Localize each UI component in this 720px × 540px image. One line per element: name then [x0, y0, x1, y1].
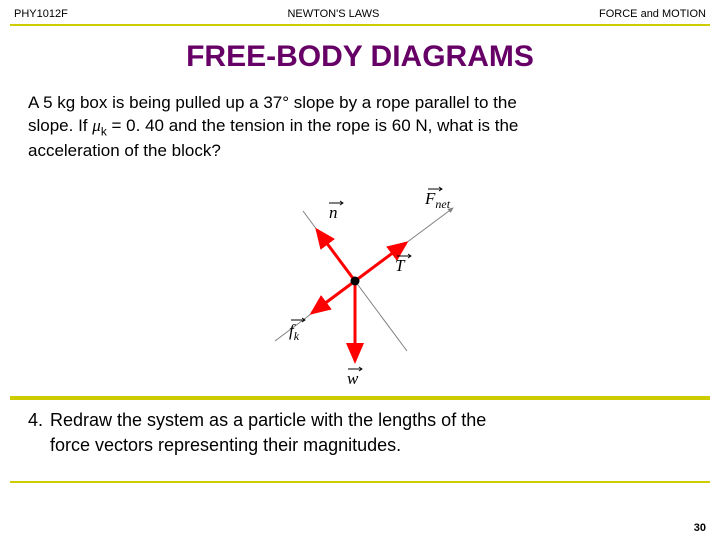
free-body-diagram: n Fnet T fk w	[0, 176, 720, 386]
particle-dot	[351, 277, 360, 286]
problem-statement: A 5 kg box is being pulled up a 37° slop…	[0, 92, 720, 162]
problem-line1: A 5 kg box is being pulled up a 37° slop…	[28, 93, 517, 112]
label-Fnet: Fnet	[424, 189, 451, 211]
page-number: 30	[694, 522, 706, 534]
label-T: T	[395, 256, 406, 275]
separator-rule	[10, 396, 710, 400]
instruction-line1: Redraw the system as a particle with the…	[50, 410, 486, 430]
footer-rule	[10, 481, 710, 483]
step-number: 4.	[28, 408, 43, 432]
problem-line2b: = 0. 40 and the tension in the rope is 6…	[107, 116, 519, 135]
vector-n	[317, 230, 355, 281]
header-rule	[10, 24, 710, 26]
problem-line3: acceleration of the block?	[28, 141, 221, 160]
instruction-line2: force vectors representing their magnitu…	[50, 435, 401, 455]
label-w: w	[347, 369, 359, 386]
course-code: PHY1012F	[14, 8, 68, 20]
vector-fk	[312, 281, 355, 313]
page-title: FREE-BODY DIAGRAMS	[0, 40, 720, 74]
chapter-title: NEWTON'S LAWS	[287, 8, 379, 20]
mu-symbol: μ	[92, 116, 101, 135]
fbd-svg: n Fnet T fk w	[235, 176, 485, 386]
label-n: n	[329, 203, 338, 222]
problem-line2a: slope. If	[28, 116, 92, 135]
slide-header: PHY1012F NEWTON'S LAWS FORCE and MOTION	[0, 0, 720, 24]
instruction-step: 4. Redraw the system as a particle with …	[0, 408, 720, 457]
label-fk: fk	[289, 321, 300, 343]
topic-title: FORCE and MOTION	[599, 8, 706, 20]
